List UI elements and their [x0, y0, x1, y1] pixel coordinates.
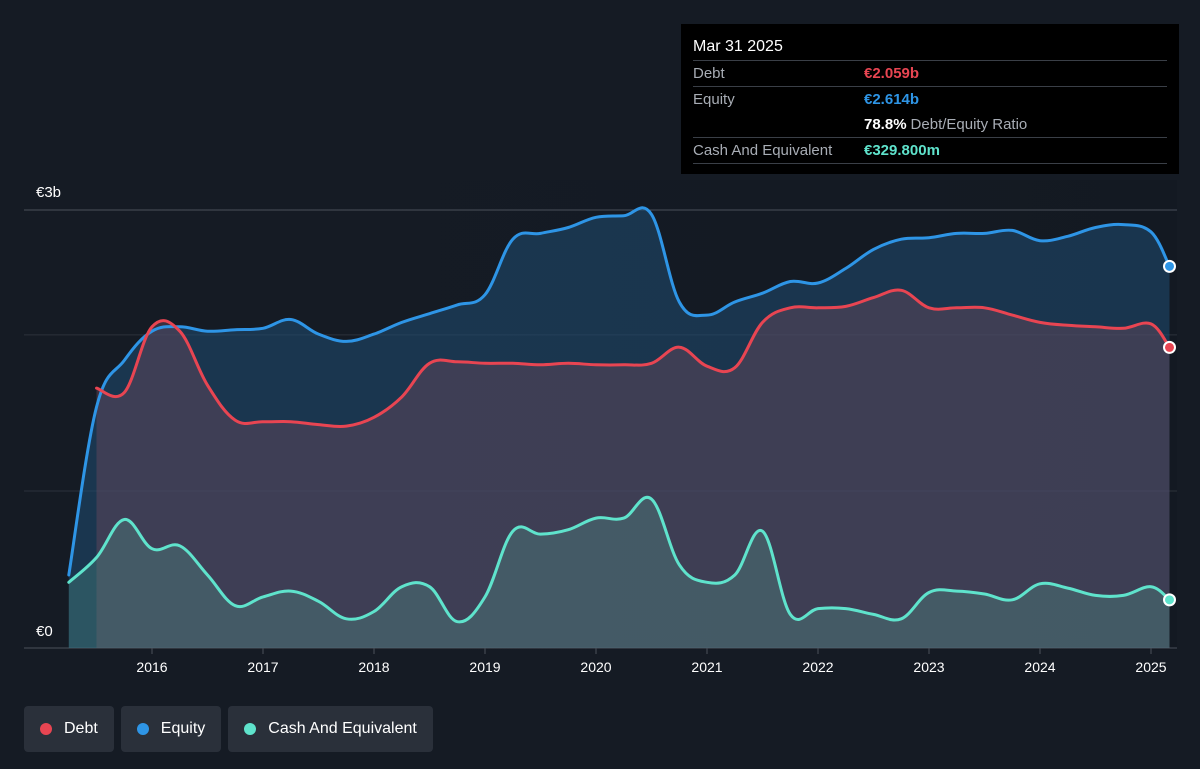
- tooltip-panel: Mar 31 2025 Debt €2.059b Equity €2.614b …: [681, 24, 1179, 174]
- x-tick-label: 2020: [580, 659, 611, 675]
- tooltip-debt-value: €2.059b: [864, 65, 920, 82]
- tooltip-debt-label: Debt: [693, 65, 725, 82]
- x-tick-label: 2023: [913, 659, 944, 675]
- legend-dot-cash: [244, 723, 257, 735]
- x-tick-label: 2021: [691, 659, 722, 675]
- tooltip-cash-label: Cash And Equivalent: [693, 142, 833, 159]
- tooltip-ratio-value: 78.8%: [864, 116, 907, 133]
- chart-legend: Debt Equity Cash And Equivalent: [24, 706, 433, 752]
- x-tick-label: 2019: [469, 659, 500, 675]
- x-tick-label: 2022: [802, 659, 833, 675]
- cash-and-equivalent-endpoint: [1163, 593, 1176, 607]
- x-tick-label: 2024: [1024, 659, 1055, 675]
- equity-endpoint: [1163, 259, 1176, 273]
- tooltip-date: Mar 31 2025: [693, 38, 783, 55]
- equity-area: [68, 207, 1170, 648]
- legend-dot-debt: [40, 723, 52, 735]
- legend-item-cash[interactable]: Cash And Equivalent: [228, 706, 433, 752]
- legend-label-debt: Debt: [64, 720, 98, 737]
- legend-item-debt[interactable]: Debt: [24, 706, 114, 752]
- debt-line: [95, 288, 1171, 429]
- tooltip-row-cash: Cash And Equivalent €329.800m: [693, 137, 1167, 164]
- x-tick-label: 2016: [136, 659, 167, 675]
- tooltip-row-ratio: 78.8% Debt/Equity Ratio: [693, 112, 1167, 137]
- tooltip-equity-label: Equity: [693, 91, 735, 108]
- equity-line: [67, 206, 1171, 577]
- cash-and-equivalent-area: [68, 497, 1170, 648]
- legend-dot-equity: [136, 723, 149, 735]
- y-axis-top-label: €3b: [36, 184, 62, 201]
- tooltip-cash-value: €329.800m: [864, 142, 940, 159]
- tooltip-ratio-label: Debt/Equity Ratio: [910, 116, 1028, 133]
- y-axis-bottom-label: €0: [36, 623, 53, 640]
- debt-area: [96, 289, 1170, 648]
- debt-endpoint: [1163, 340, 1176, 354]
- x-tick-label: 2025: [1135, 659, 1166, 675]
- cash-and-equivalent-line: [67, 495, 1171, 624]
- legend-item-equity[interactable]: Equity: [120, 706, 222, 752]
- legend-label-cash: Cash And Equivalent: [268, 720, 417, 737]
- x-tick-label: 2018: [358, 659, 389, 675]
- x-tick-label: 2017: [247, 659, 278, 675]
- tooltip-equity-value: €2.614b: [864, 91, 920, 108]
- tooltip-row-debt: Debt €2.059b: [693, 60, 1167, 86]
- tooltip-row-equity: Equity €2.614b: [693, 86, 1167, 112]
- legend-label-equity: Equity: [160, 720, 206, 737]
